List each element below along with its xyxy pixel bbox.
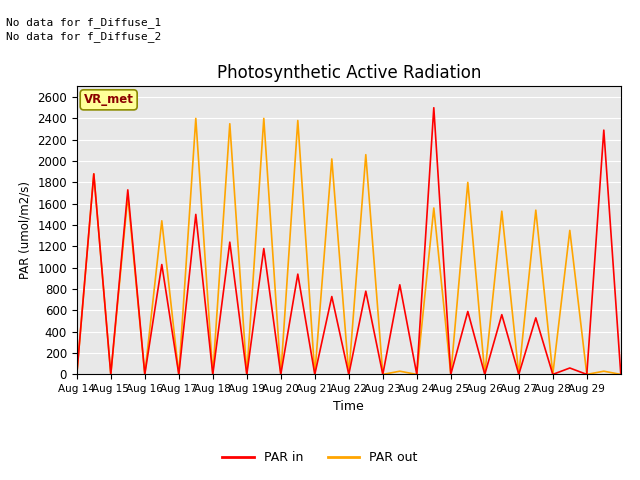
PAR out: [498, 208, 506, 214]
PAR in: [158, 262, 166, 267]
PAR in: [107, 372, 115, 377]
PAR in: [617, 372, 625, 377]
PAR in: [532, 315, 540, 321]
Legend: PAR in, PAR out: PAR in, PAR out: [218, 446, 422, 469]
PAR out: [396, 368, 404, 374]
PAR in: [73, 372, 81, 377]
PAR out: [175, 372, 182, 377]
PAR out: [413, 372, 420, 377]
PAR in: [124, 187, 132, 193]
PAR in: [600, 127, 607, 133]
PAR in: [311, 372, 319, 377]
PAR out: [583, 372, 591, 377]
PAR in: [447, 372, 454, 377]
PAR in: [294, 271, 301, 277]
PAR in: [566, 365, 573, 371]
PAR in: [175, 372, 182, 377]
PAR out: [90, 171, 98, 177]
PAR in: [549, 372, 557, 377]
PAR in: [515, 372, 523, 377]
PAR in: [192, 212, 200, 217]
PAR in: [243, 372, 251, 377]
PAR in: [430, 105, 438, 110]
Line: PAR out: PAR out: [77, 119, 621, 374]
PAR in: [328, 294, 335, 300]
PAR out: [617, 372, 625, 377]
Text: VR_met: VR_met: [84, 93, 134, 107]
PAR out: [345, 372, 353, 377]
PAR out: [107, 372, 115, 377]
PAR in: [260, 246, 268, 252]
PAR out: [481, 372, 489, 377]
Text: No data for f_Diffuse_2: No data for f_Diffuse_2: [6, 31, 162, 42]
PAR out: [600, 368, 607, 374]
PAR in: [413, 372, 420, 377]
PAR out: [124, 193, 132, 199]
PAR in: [277, 372, 285, 377]
Title: Photosynthetic Active Radiation: Photosynthetic Active Radiation: [216, 64, 481, 82]
PAR out: [243, 372, 251, 377]
PAR out: [141, 372, 148, 377]
PAR out: [260, 116, 268, 121]
PAR out: [362, 152, 370, 157]
PAR in: [464, 309, 472, 314]
PAR in: [209, 372, 216, 377]
PAR in: [583, 372, 591, 377]
PAR in: [396, 282, 404, 288]
PAR out: [532, 207, 540, 213]
Text: No data for f_Diffuse_1: No data for f_Diffuse_1: [6, 17, 162, 28]
PAR out: [464, 180, 472, 185]
PAR out: [447, 372, 454, 377]
PAR in: [379, 372, 387, 377]
PAR out: [192, 116, 200, 121]
PAR in: [345, 372, 353, 377]
PAR out: [158, 218, 166, 224]
PAR out: [73, 372, 81, 377]
PAR in: [90, 171, 98, 177]
PAR out: [379, 372, 387, 377]
Line: PAR in: PAR in: [77, 108, 621, 374]
PAR in: [141, 372, 148, 377]
PAR out: [277, 372, 285, 377]
PAR out: [226, 121, 234, 127]
Y-axis label: PAR (umol/m2/s): PAR (umol/m2/s): [19, 181, 32, 279]
PAR out: [515, 372, 523, 377]
X-axis label: Time: Time: [333, 400, 364, 413]
PAR out: [566, 228, 573, 233]
PAR out: [311, 372, 319, 377]
PAR out: [328, 156, 335, 162]
PAR out: [549, 372, 557, 377]
PAR out: [209, 372, 216, 377]
PAR in: [481, 372, 489, 377]
PAR in: [226, 239, 234, 245]
PAR in: [362, 288, 370, 294]
PAR in: [498, 312, 506, 318]
PAR out: [294, 118, 301, 123]
PAR out: [430, 205, 438, 211]
